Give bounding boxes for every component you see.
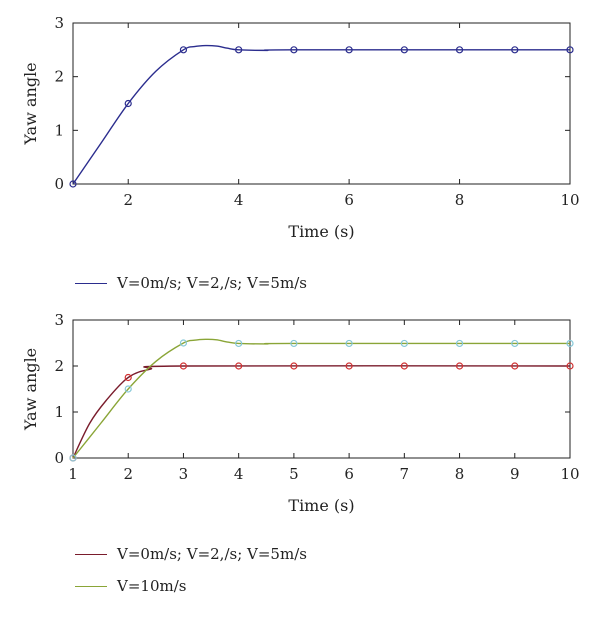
data-point-top-1: [124, 99, 132, 108]
x-tick-label: 6: [344, 465, 354, 483]
data-point-top-1: [69, 180, 77, 188]
legend-swatch-top-series-1: [75, 283, 107, 284]
data-point-bottom-2: [124, 385, 132, 393]
x-tick-label: 1: [68, 465, 78, 483]
data-point-bottom-1: [400, 362, 408, 370]
legend-label-bottom-series-1: V=0m/s; V=2,/s; V=5m/s: [117, 545, 307, 563]
data-point-bottom-1: [511, 362, 519, 370]
y-tick-label: 0: [54, 175, 64, 193]
x-tick-label: 8: [455, 465, 465, 483]
legend-swatch-bottom-series-1: [75, 554, 107, 555]
x-tick-label: 3: [179, 465, 189, 483]
data-point-top-1: [400, 46, 408, 54]
data-point-bottom-1: [235, 362, 243, 370]
data-point-bottom-2: [566, 339, 574, 348]
data-point-bottom-2: [400, 339, 408, 348]
x-tick-label: 7: [400, 465, 410, 483]
data-point-bottom-2: [69, 454, 77, 462]
data-point-bottom-1: [345, 362, 353, 370]
x-tick-label: 4: [234, 191, 244, 209]
series-line-top-1: [72, 44, 571, 185]
data-point-bottom-2: [290, 339, 298, 348]
x-axis-label-top: Time (s): [288, 222, 354, 241]
y-tick-label: 2: [54, 357, 64, 375]
y-tick-label: 1: [54, 403, 64, 421]
x-tick-label: 2: [123, 465, 133, 483]
y-axis-label-top: Yaw angle: [21, 62, 40, 145]
x-tick-label: 4: [234, 465, 244, 483]
x-tick-label: 6: [344, 191, 354, 209]
data-point-bottom-2: [511, 339, 519, 348]
y-axis-label-bottom: Yaw angle: [21, 348, 40, 431]
data-point-bottom-2: [235, 339, 243, 348]
y-tick-label: 3: [54, 311, 64, 329]
data-point-bottom-1: [290, 362, 298, 370]
data-point-bottom-1: [455, 362, 464, 370]
data-point-top-1: [290, 46, 298, 54]
data-point-top-1: [235, 46, 243, 54]
data-point-top-1: [455, 46, 464, 54]
series-line-bottom-1: [72, 365, 571, 459]
x-tick-label: 10: [560, 465, 579, 483]
x-tick-label: 2: [123, 191, 133, 209]
x-tick-label: 8: [455, 191, 465, 209]
data-point-bottom-1: [179, 362, 188, 370]
data-point-top-1: [345, 46, 353, 54]
data-point-bottom-2: [345, 339, 353, 348]
y-tick-label: 2: [54, 68, 64, 86]
data-point-bottom-2: [179, 339, 188, 347]
y-tick-label: 0: [54, 449, 64, 467]
data-point-bottom-1: [566, 362, 574, 370]
x-tick-label: 5: [289, 465, 299, 483]
x-tick-label: 9: [510, 465, 520, 483]
data-point-bottom-2: [455, 339, 464, 348]
data-point-top-1: [566, 46, 574, 54]
data-point-top-1: [179, 46, 188, 54]
legend-label-bottom-series-2: V=10m/s: [117, 577, 187, 595]
plot-frame-top: [72, 22, 571, 185]
plot-frame-bottom: [72, 319, 571, 459]
legend-label-top-series-1: V=0m/s; V=2,/s; V=5m/s: [117, 274, 307, 292]
data-point-top-1: [511, 46, 519, 54]
series-line-bottom-2: [72, 338, 571, 459]
x-axis-label-bottom: Time (s): [288, 496, 354, 515]
legend-swatch-bottom-series-2: [75, 586, 107, 587]
x-tick-label: 10: [560, 191, 579, 209]
y-tick-label: 3: [54, 14, 64, 32]
data-point-bottom-1: [124, 373, 132, 382]
y-tick-label: 1: [54, 121, 64, 139]
